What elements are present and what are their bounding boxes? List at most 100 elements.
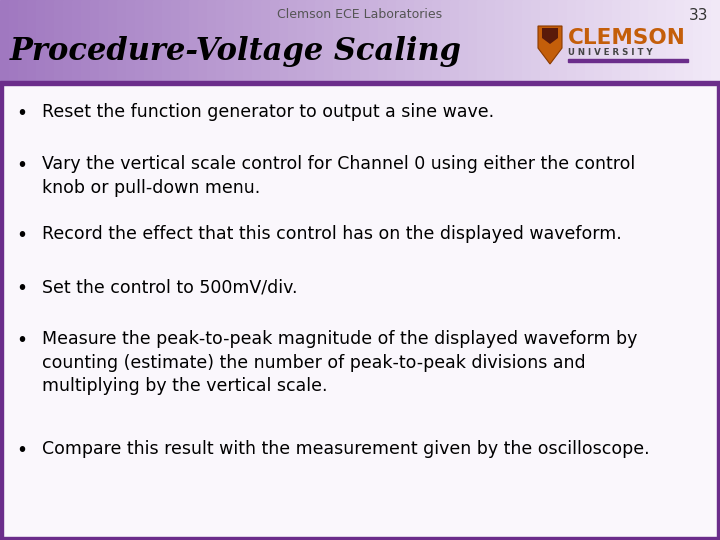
Bar [333, 0, 343, 83]
Bar [387, 0, 397, 83]
Bar [414, 0, 424, 83]
Polygon shape [542, 28, 558, 44]
Bar [423, 0, 433, 83]
Bar [558, 0, 568, 83]
Bar [234, 0, 244, 83]
Bar [621, 0, 631, 83]
Text: Compare this result with the measurement given by the oscilloscope.: Compare this result with the measurement… [42, 440, 649, 458]
Text: Clemson ECE Laboratories: Clemson ECE Laboratories [277, 8, 443, 21]
Polygon shape [538, 26, 562, 64]
Bar [261, 0, 271, 83]
Bar [639, 0, 649, 83]
Text: Reset the function generator to output a sine wave.: Reset the function generator to output a… [42, 103, 494, 121]
Bar [603, 0, 613, 83]
Bar [504, 0, 514, 83]
Bar [396, 0, 406, 83]
Bar [432, 0, 442, 83]
Bar [378, 0, 388, 83]
Bar [459, 0, 469, 83]
Bar [513, 0, 523, 83]
Bar [477, 0, 487, 83]
Bar [568, 59, 688, 62]
Bar [153, 0, 163, 83]
Bar [90, 0, 100, 83]
Bar [468, 0, 478, 83]
Bar [717, 85, 720, 540]
Bar [252, 0, 262, 83]
Bar [450, 0, 460, 83]
Bar [441, 0, 451, 83]
Bar [270, 0, 280, 83]
Bar [342, 0, 352, 83]
Bar [666, 0, 676, 83]
Bar [198, 0, 208, 83]
Bar [189, 0, 199, 83]
Bar [243, 0, 253, 83]
Text: •: • [17, 279, 27, 298]
Bar [225, 0, 235, 83]
Bar [162, 0, 172, 83]
Bar [216, 0, 226, 83]
Bar [279, 0, 289, 83]
Bar [612, 0, 622, 83]
Bar [9, 0, 19, 83]
Bar [99, 0, 109, 83]
Bar [702, 0, 712, 83]
Bar [0, 85, 3, 540]
Bar [72, 0, 82, 83]
Bar [54, 0, 64, 83]
Text: CLEMSON: CLEMSON [568, 28, 686, 48]
Bar [27, 0, 37, 83]
Text: Vary the vertical scale control for Channel 0 using either the control
knob or p: Vary the vertical scale control for Chan… [42, 155, 635, 197]
Bar [288, 0, 298, 83]
Bar [324, 0, 334, 83]
Bar [360, 0, 370, 83]
Bar [108, 0, 118, 83]
Bar [630, 0, 640, 83]
Bar [315, 0, 325, 83]
Text: Measure the peak-to-peak magnitude of the displayed waveform by
counting (estima: Measure the peak-to-peak magnitude of th… [42, 330, 637, 395]
Text: Record the effect that this control has on the displayed waveform.: Record the effect that this control has … [42, 225, 622, 243]
Bar [18, 0, 28, 83]
Bar [171, 0, 181, 83]
Text: •: • [17, 104, 27, 123]
Bar [126, 0, 136, 83]
Bar [144, 0, 154, 83]
Bar [180, 0, 190, 83]
Bar [351, 0, 361, 83]
Bar [369, 0, 379, 83]
Text: •: • [17, 156, 27, 175]
Text: 33: 33 [688, 8, 708, 23]
Bar [531, 0, 541, 83]
Text: Set the control to 500mV/div.: Set the control to 500mV/div. [42, 278, 297, 296]
Bar [585, 0, 595, 83]
Bar [495, 0, 505, 83]
Bar [693, 0, 703, 83]
Bar [0, 81, 720, 85]
Bar [135, 0, 145, 83]
Bar [657, 0, 667, 83]
Text: •: • [17, 441, 27, 460]
Bar [486, 0, 496, 83]
Text: •: • [17, 331, 27, 350]
Text: U N I V E R S I T Y: U N I V E R S I T Y [568, 48, 652, 57]
Bar [684, 0, 694, 83]
Bar [540, 0, 550, 83]
Text: Procedure-Voltage Scaling: Procedure-Voltage Scaling [10, 36, 462, 67]
Bar [711, 0, 720, 83]
Bar [594, 0, 604, 83]
Bar [207, 0, 217, 83]
Bar [648, 0, 658, 83]
Bar [306, 0, 316, 83]
Bar [63, 0, 73, 83]
Bar [81, 0, 91, 83]
Bar [297, 0, 307, 83]
Bar [36, 0, 46, 83]
Bar [0, 85, 720, 540]
Bar [0, 537, 720, 540]
Text: •: • [17, 226, 27, 245]
Bar [0, 0, 10, 83]
Bar [117, 0, 127, 83]
Bar [567, 0, 577, 83]
Bar [405, 0, 415, 83]
